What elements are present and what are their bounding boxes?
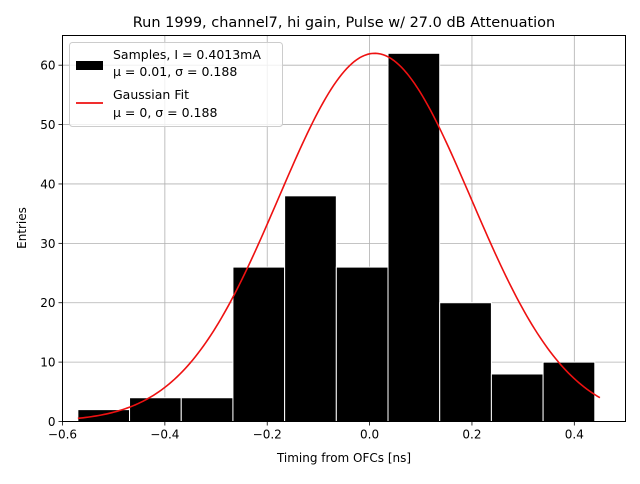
legend-samples-label-line2: μ = 0.01, σ = 0.188 bbox=[113, 64, 237, 79]
histogram-bar bbox=[387, 52, 441, 422]
legend-samples-label-line1: Samples, I = 0.4013mA bbox=[113, 47, 261, 62]
gaussian-fit-line bbox=[77, 52, 601, 420]
y-axis-ticks: 0 10 20 30 40 50 60 bbox=[40, 59, 63, 429]
y-axis-label: Entries bbox=[15, 207, 29, 249]
y-tick-label: 50 bbox=[40, 118, 55, 132]
x-tick-label: −0.6 bbox=[48, 428, 77, 442]
legend-fit-label-line2: μ = 0, σ = 0.188 bbox=[113, 105, 217, 120]
histogram-bar bbox=[284, 195, 337, 422]
y-tick-label: 10 bbox=[40, 356, 55, 370]
x-axis-label: Timing from OFCs [ns] bbox=[276, 451, 411, 465]
chart-title: Run 1999, channel7, hi gain, Pulse w/ 27… bbox=[133, 15, 556, 31]
legend-fit-label-line1: Gaussian Fit bbox=[113, 87, 189, 102]
legend-samples-swatch bbox=[76, 61, 103, 70]
histogram-bar bbox=[490, 373, 544, 422]
histogram-bar bbox=[129, 397, 182, 422]
legend-frame bbox=[69, 42, 283, 127]
histogram-bar bbox=[335, 266, 389, 422]
legend: Samples, I = 0.4013mA μ = 0.01, σ = 0.18… bbox=[69, 42, 283, 127]
histogram-bar bbox=[77, 409, 131, 422]
histogram-bars bbox=[77, 52, 596, 423]
histogram-bar bbox=[542, 361, 596, 423]
y-tick-label: 40 bbox=[40, 177, 55, 191]
x-tick-label: 0.4 bbox=[565, 428, 584, 442]
y-tick-label: 30 bbox=[40, 237, 55, 251]
x-tick-label: 0.0 bbox=[360, 428, 379, 442]
y-tick-label: 60 bbox=[40, 59, 55, 73]
histogram-bar bbox=[232, 266, 286, 422]
y-tick-label: 0 bbox=[48, 415, 56, 429]
x-tick-label: 0.2 bbox=[462, 428, 481, 442]
x-tick-label: −0.2 bbox=[253, 428, 282, 442]
histogram-bar bbox=[180, 397, 234, 422]
y-tick-label: 20 bbox=[40, 296, 55, 310]
x-tick-label: −0.4 bbox=[150, 428, 179, 442]
x-axis-ticks: −0.6 −0.4 −0.2 0.0 0.2 0.4 bbox=[48, 421, 584, 442]
plot-frame bbox=[62, 35, 626, 422]
histogram-bar bbox=[439, 302, 492, 423]
